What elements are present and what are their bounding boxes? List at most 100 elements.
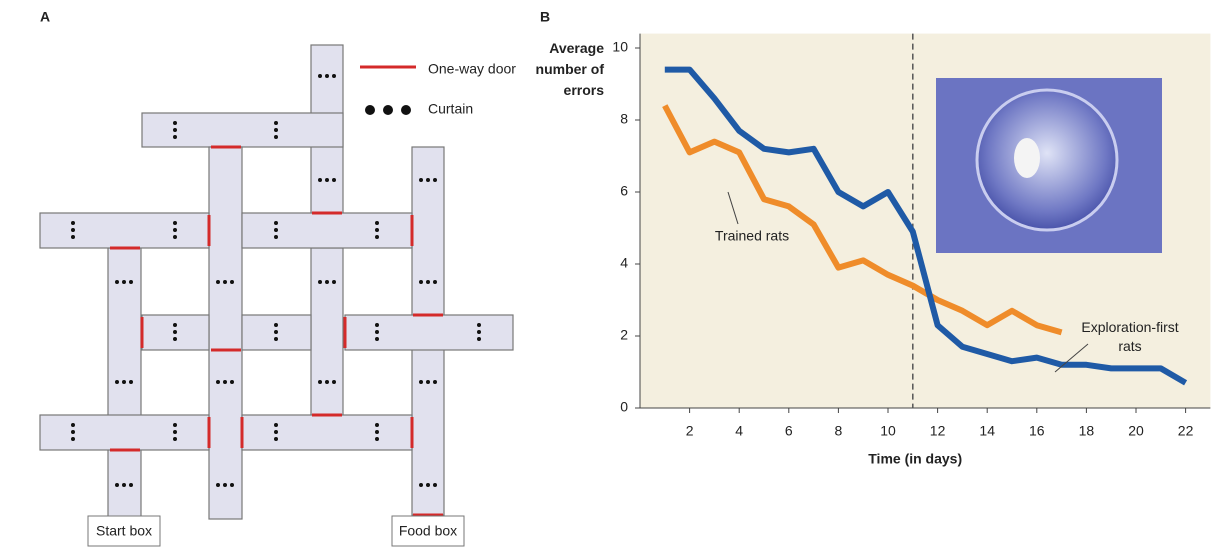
curtain-dot: [426, 280, 430, 284]
curtain-dot: [477, 323, 481, 327]
curtain-dot: [122, 483, 126, 487]
photo-rat: [1014, 138, 1040, 178]
curtain-dot: [318, 280, 322, 284]
curtain-dot: [433, 483, 437, 487]
curtain-dot: [419, 483, 423, 487]
curtain-dot: [223, 380, 227, 384]
page: {"maze": {"panel_label": "A", "legend_do…: [0, 0, 1218, 548]
x-tick-label: 8: [835, 423, 843, 439]
curtain-dot: [274, 437, 278, 441]
curtain-dot: [433, 280, 437, 284]
y-tick-label: 8: [620, 111, 628, 127]
x-tick-label: 22: [1178, 423, 1194, 439]
annotation: Trained rats: [715, 228, 789, 244]
curtain-dot: [332, 178, 336, 182]
legend-curtain-label: Curtain: [428, 101, 473, 117]
curtain-dot: [71, 228, 75, 232]
curtain-dot: [375, 235, 379, 239]
curtain-dot: [173, 128, 177, 132]
panel-label: A: [40, 9, 50, 25]
x-tick-label: 16: [1029, 423, 1045, 439]
food-label: Food box: [399, 523, 457, 539]
curtain-dot: [325, 178, 329, 182]
y-tick-label: 2: [620, 327, 628, 343]
y-axis-label: Average number of errors: [534, 38, 604, 101]
curtain-dot: [223, 483, 227, 487]
legend-curtain: [401, 105, 411, 115]
curtain-dot: [426, 178, 430, 182]
legend-curtain: [365, 105, 375, 115]
x-tick-label: 12: [930, 423, 946, 439]
curtain-dot: [173, 330, 177, 334]
curtain-dot: [230, 280, 234, 284]
corridor: [40, 213, 209, 248]
curtain-dot: [173, 228, 177, 232]
y-tick-label: 6: [620, 183, 628, 199]
corridor: [311, 248, 343, 415]
curtain-dot: [216, 483, 220, 487]
x-tick-label: 18: [1079, 423, 1095, 439]
curtain-dot: [129, 280, 133, 284]
x-tick-label: 6: [785, 423, 793, 439]
y-tick-label: 0: [620, 399, 628, 415]
curtain-dot: [71, 437, 75, 441]
corridor: [242, 415, 412, 450]
curtain-dot: [274, 423, 278, 427]
curtain-dot: [173, 121, 177, 125]
corridor: [142, 113, 343, 147]
curtain-dot: [325, 380, 329, 384]
x-tick-label: 4: [735, 423, 743, 439]
curtain-dot: [375, 337, 379, 341]
maze: Start box Food box One-way door Curtain: [40, 45, 516, 546]
x-tick-label: 14: [979, 423, 995, 439]
curtain-dot: [332, 74, 336, 78]
corridor: [345, 315, 513, 350]
curtain-dot: [332, 280, 336, 284]
curtain-dot: [477, 337, 481, 341]
curtain-dot: [375, 423, 379, 427]
curtain-dot: [325, 280, 329, 284]
inset-photo: [936, 78, 1162, 253]
y-tick-label: 10: [612, 39, 628, 55]
figure: A Start box Food box One-way d: [0, 0, 1218, 548]
curtain-dot: [173, 337, 177, 341]
panel-label: B: [540, 9, 550, 25]
curtain-dot: [115, 483, 119, 487]
curtain-dot: [419, 380, 423, 384]
curtain-dot: [318, 178, 322, 182]
curtain-dot: [71, 430, 75, 434]
curtain-dot: [71, 221, 75, 225]
curtain-dot: [122, 380, 126, 384]
curtain-dot: [115, 380, 119, 384]
curtain-dot: [318, 74, 322, 78]
curtain-dot: [274, 337, 278, 341]
curtain-dot: [274, 430, 278, 434]
curtain-dot: [173, 135, 177, 139]
curtain-dot: [419, 178, 423, 182]
curtain-dot: [433, 380, 437, 384]
curtain-dot: [71, 423, 75, 427]
curtain-dot: [216, 380, 220, 384]
curtain-dot: [375, 228, 379, 232]
curtain-dot: [274, 323, 278, 327]
x-tick-label: 10: [880, 423, 896, 439]
legend-door-label: One-way door: [428, 61, 516, 77]
curtain-dot: [71, 235, 75, 239]
curtain-dot: [230, 380, 234, 384]
curtain-dot: [426, 483, 430, 487]
curtain-dot: [230, 483, 234, 487]
curtain-dot: [173, 221, 177, 225]
legend-curtain: [383, 105, 393, 115]
curtain-dot: [129, 380, 133, 384]
curtain-dot: [274, 228, 278, 232]
curtain-dot: [375, 330, 379, 334]
curtain-dot: [433, 178, 437, 182]
curtain-dot: [426, 380, 430, 384]
corridor: [40, 415, 209, 450]
x-axis-label: Time (in days): [868, 451, 962, 467]
curtain-dot: [419, 280, 423, 284]
curtain-dot: [223, 280, 227, 284]
curtain-dot: [173, 423, 177, 427]
curtain-dot: [122, 280, 126, 284]
curtain-dot: [115, 280, 119, 284]
